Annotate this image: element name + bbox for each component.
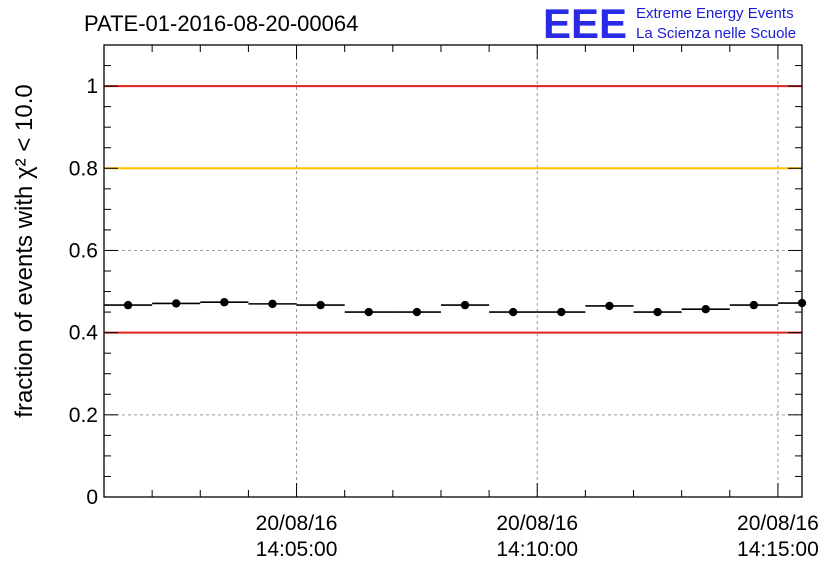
data-point	[605, 301, 614, 311]
x-tick-label-date: 20/08/16	[496, 512, 578, 535]
eee-logo: EEE Extreme Energy Events La Scienza nel…	[543, 0, 796, 47]
data-point	[460, 300, 470, 310]
grid	[104, 45, 802, 498]
data-points	[104, 298, 807, 317]
y-tick-labels: 0 0.2 0.4 0.6 0.8 1	[69, 75, 99, 509]
data-point	[797, 298, 807, 308]
y-tick-label: 0.6	[69, 239, 98, 262]
x-tick-label-time: 14:15:00	[737, 538, 819, 561]
data-point	[316, 300, 325, 310]
y-tick-label: 0.8	[69, 157, 98, 180]
x-tick-label-time: 14:10:00	[496, 538, 578, 561]
data-point	[220, 298, 229, 307]
data-point	[749, 300, 759, 310]
data-point	[557, 307, 566, 317]
data-point	[653, 307, 662, 317]
data-point	[701, 305, 710, 314]
chart-title: PATE-01-2016-08-20-00064	[84, 11, 358, 36]
x-tick-label-date: 20/08/16	[737, 512, 819, 535]
axes	[103, 44, 803, 498]
plot-frame	[103, 44, 803, 498]
y-tick-label: 1	[86, 75, 98, 98]
logo-mark: EEE	[543, 0, 627, 47]
y-tick-label: 0.2	[69, 404, 98, 427]
y-tick-label: 0	[86, 486, 98, 509]
data-point	[123, 300, 133, 310]
reference-lines	[104, 85, 802, 334]
x-tick-label-date: 20/08/16	[256, 512, 338, 535]
data-point	[364, 307, 373, 317]
logo-line-2: La Scienza nelle Scuole	[636, 25, 796, 42]
logo-line-1: Extreme Energy Events	[636, 5, 794, 22]
data-point	[412, 307, 422, 317]
data-point	[268, 299, 277, 309]
data-point	[508, 307, 518, 317]
x-tick-label-time: 14:05:00	[256, 538, 338, 561]
y-axis-label: fraction of events with χ² < 10.0	[11, 84, 38, 417]
y-tick-label: 0.4	[69, 322, 99, 345]
data-point	[172, 299, 181, 308]
x-tick-labels: 20/08/16 14:05:00 20/08/16 14:10:00 20/08/16…	[256, 512, 819, 561]
